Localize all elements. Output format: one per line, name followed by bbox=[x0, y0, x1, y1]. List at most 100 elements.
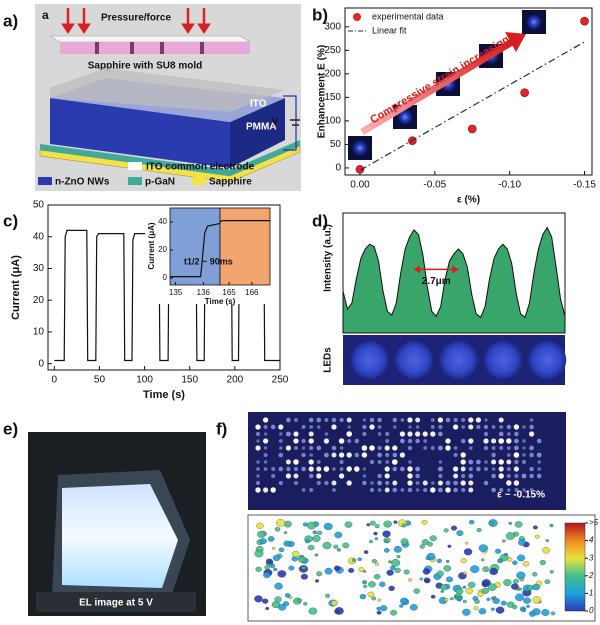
el-spot bbox=[445, 487, 451, 493]
el-spot bbox=[377, 459, 382, 465]
el-spot bbox=[309, 445, 314, 451]
el-spot bbox=[529, 488, 534, 492]
contrast-spot bbox=[334, 609, 339, 614]
colorbar-tick-label: 0 bbox=[589, 606, 594, 615]
el-spot bbox=[301, 424, 306, 430]
contrast-spot bbox=[387, 560, 392, 564]
contrast-spot bbox=[390, 559, 401, 567]
ito-label: ITO bbox=[250, 99, 267, 110]
contrast-spot bbox=[481, 579, 491, 587]
y-axis-label: Intensity (a.u.) bbox=[323, 224, 334, 292]
el-spot bbox=[468, 459, 474, 465]
el-spot bbox=[308, 473, 314, 479]
contrast-spot bbox=[255, 566, 262, 572]
led bbox=[350, 341, 389, 379]
contrast-spot bbox=[549, 570, 554, 574]
el-spot bbox=[400, 438, 405, 444]
el-spot bbox=[362, 474, 367, 478]
el-spot bbox=[522, 446, 526, 450]
y-axis-label: Enhancement E (%) bbox=[317, 45, 328, 138]
el-spot bbox=[385, 431, 390, 437]
contrast-spot bbox=[269, 563, 276, 569]
x-axis-label: Time (s) bbox=[205, 297, 236, 306]
el-spot bbox=[453, 452, 458, 458]
legend-label: Linear fit bbox=[372, 25, 407, 35]
el-spot bbox=[278, 424, 284, 430]
el-spot bbox=[445, 438, 451, 444]
contrast-spot bbox=[362, 580, 367, 585]
el-spot bbox=[262, 417, 269, 423]
x-tick-label: -0.15 bbox=[573, 180, 596, 191]
el-spot bbox=[285, 445, 291, 451]
mold bbox=[49, 35, 251, 43]
el-spot bbox=[392, 445, 398, 451]
el-spot bbox=[461, 417, 466, 423]
contrast-spot bbox=[390, 565, 396, 571]
el-spot bbox=[347, 438, 352, 444]
el-spot bbox=[445, 480, 451, 486]
contrast-spot bbox=[532, 596, 542, 604]
contrast-spot bbox=[486, 597, 491, 601]
el-spot bbox=[438, 473, 443, 479]
el-spot bbox=[385, 452, 390, 458]
el-spot bbox=[498, 466, 504, 472]
el-spot bbox=[537, 460, 541, 464]
el-spot bbox=[339, 467, 344, 471]
el-spot bbox=[407, 417, 413, 423]
el-spot bbox=[270, 424, 276, 430]
el-spot bbox=[484, 418, 488, 422]
contrast-spot bbox=[476, 528, 482, 533]
inset-shade bbox=[220, 208, 270, 285]
colorbar-tick-label: 1 bbox=[589, 589, 593, 598]
el-spot bbox=[407, 480, 413, 486]
el-spot bbox=[506, 466, 511, 472]
annotation: 2.7μm bbox=[422, 276, 451, 287]
contrast-spot bbox=[375, 562, 380, 566]
el-spot bbox=[408, 425, 412, 429]
el-spot bbox=[529, 418, 534, 422]
contrast-spot bbox=[325, 593, 331, 598]
el-spot bbox=[331, 424, 337, 430]
el-spot bbox=[430, 425, 435, 429]
el-spot bbox=[377, 452, 382, 458]
el-spot bbox=[506, 446, 511, 450]
contrast-spot bbox=[371, 558, 377, 564]
circuit bbox=[283, 95, 297, 151]
el-spot bbox=[483, 445, 489, 451]
el-spot bbox=[438, 424, 443, 430]
contrast-spot bbox=[312, 530, 317, 535]
contrast-spot bbox=[272, 554, 281, 562]
el-spot bbox=[522, 453, 526, 457]
contrast-spot bbox=[399, 604, 404, 608]
el-spot bbox=[506, 432, 511, 436]
el-spot bbox=[415, 473, 420, 479]
el-spot bbox=[384, 445, 390, 451]
el-spot bbox=[415, 438, 420, 444]
el-spot bbox=[324, 452, 329, 458]
el-spot bbox=[308, 417, 314, 423]
contrast-spot bbox=[539, 559, 546, 566]
el-spot bbox=[437, 466, 443, 472]
el-spot bbox=[362, 480, 367, 486]
el-spot bbox=[529, 473, 534, 479]
el-spot bbox=[309, 425, 314, 429]
contrast-spot bbox=[278, 604, 287, 611]
el-spot bbox=[346, 452, 352, 458]
el-map bbox=[248, 412, 566, 510]
el-spot bbox=[263, 453, 268, 457]
x-tick-label: 0 bbox=[52, 375, 58, 386]
y-tick-label: 200 bbox=[324, 68, 341, 79]
contrast-spot bbox=[487, 583, 497, 591]
panel-letter: a bbox=[42, 8, 49, 22]
contrast-spot bbox=[396, 555, 401, 559]
contrast-spot bbox=[436, 558, 442, 563]
el-spot bbox=[255, 480, 261, 486]
data-point bbox=[580, 16, 589, 26]
contrast-spot bbox=[549, 523, 554, 528]
contrast-spot bbox=[462, 585, 467, 589]
el-spot bbox=[484, 467, 488, 471]
contrast-spot bbox=[393, 520, 398, 524]
contrast-spot bbox=[348, 567, 355, 573]
el-spot bbox=[317, 425, 321, 429]
el-spot bbox=[529, 431, 535, 437]
